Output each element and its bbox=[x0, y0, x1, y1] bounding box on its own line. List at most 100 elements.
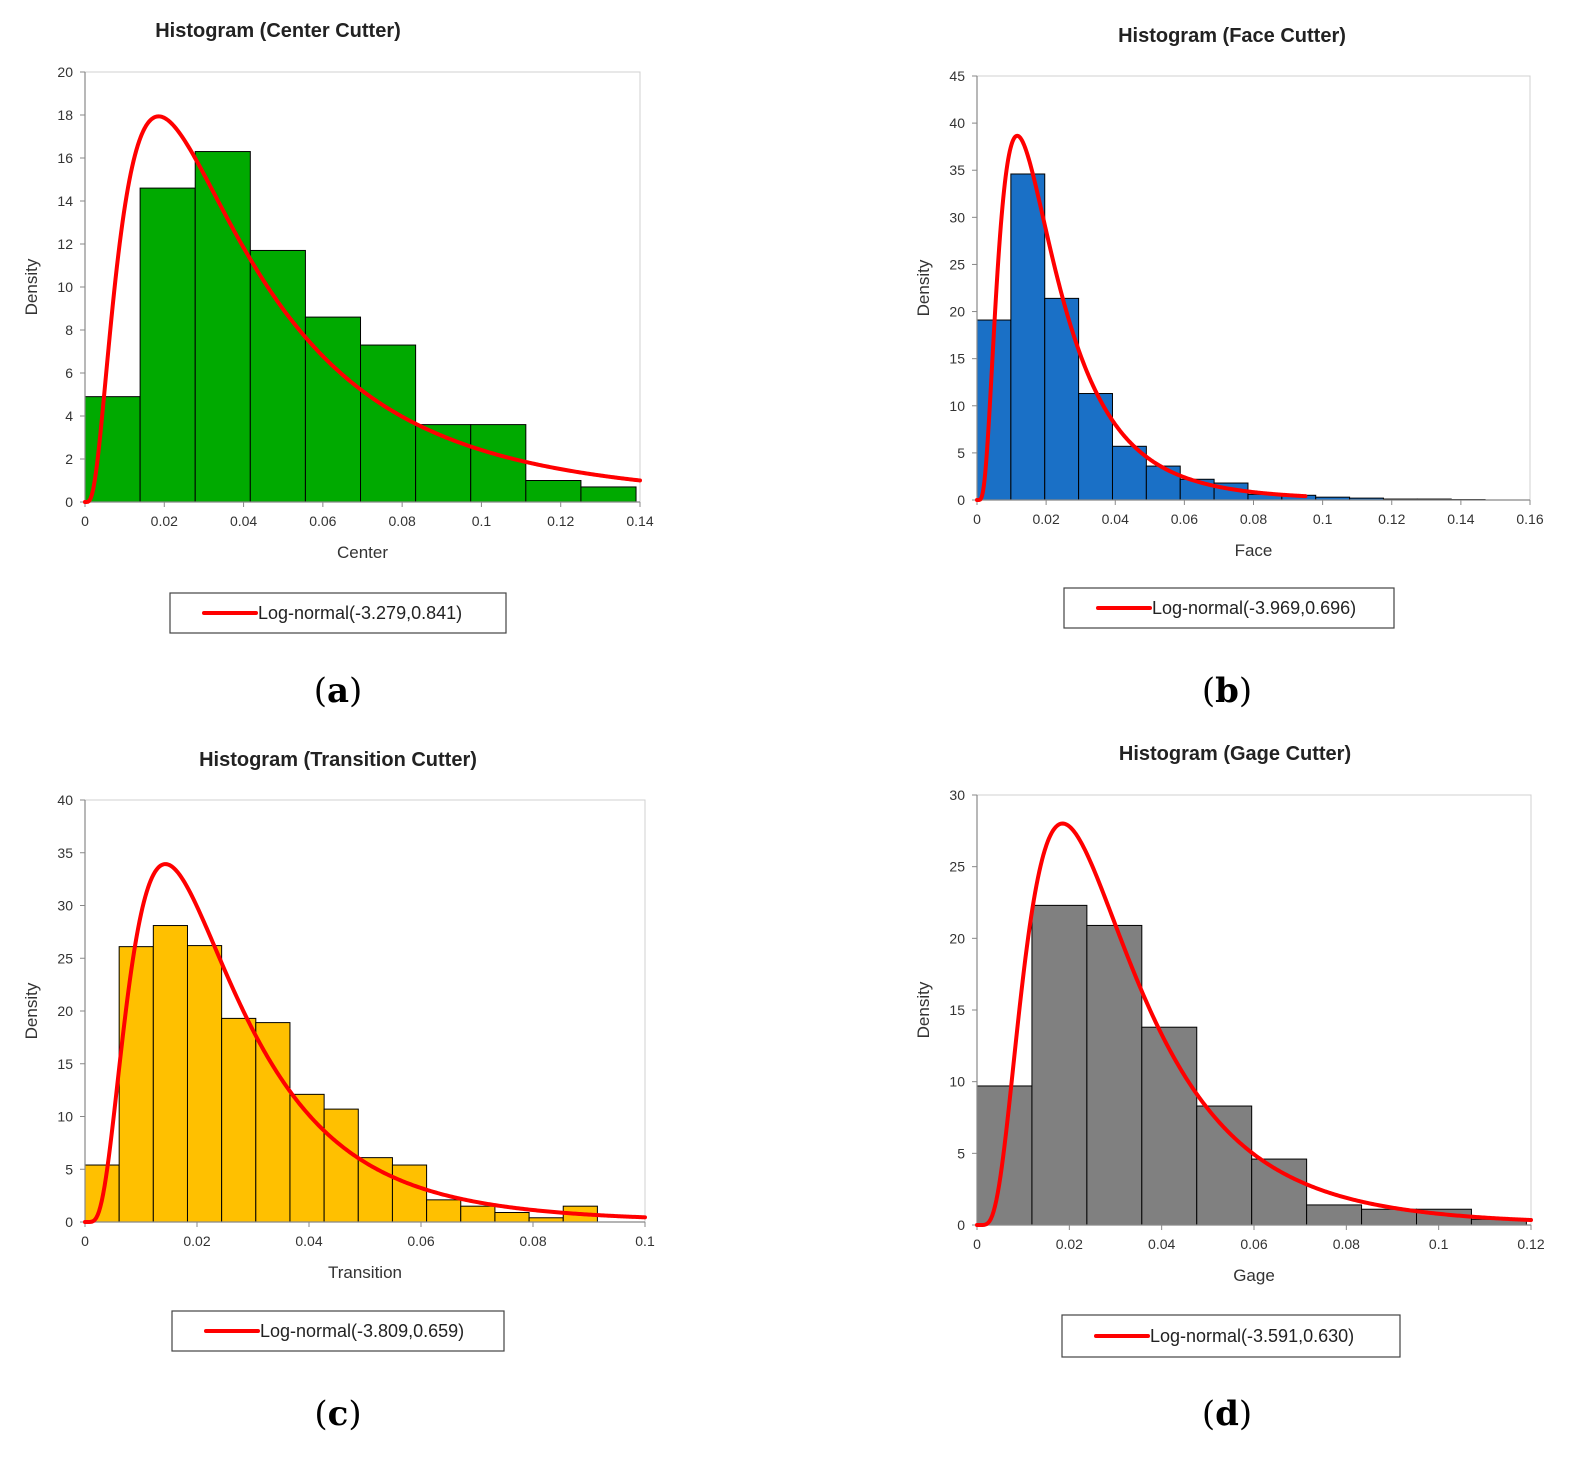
x-tick-label: 0.04 bbox=[1102, 511, 1129, 527]
y-tick-label: 25 bbox=[57, 950, 73, 966]
panel-caption: (b) bbox=[1202, 671, 1252, 711]
chart-title: Histogram (Transition Cutter) bbox=[199, 749, 477, 771]
x-tick-label: 0.12 bbox=[547, 513, 574, 529]
histogram-bar-2 bbox=[118, 946, 154, 1223]
panel-caption: (c) bbox=[314, 1394, 361, 1434]
x-tick-label: 0.08 bbox=[389, 513, 416, 529]
y-tick-label: 45 bbox=[949, 68, 965, 84]
y-tick-label: 15 bbox=[57, 1056, 73, 1072]
x-tick-label: 0.12 bbox=[1378, 511, 1405, 527]
y-tick-label: 10 bbox=[949, 398, 965, 414]
y-tick-label: 25 bbox=[949, 859, 965, 875]
y-tick-label: 4 bbox=[65, 408, 73, 424]
panel-caption: (d) bbox=[1202, 1394, 1252, 1434]
histogram-bar-7 bbox=[1306, 1204, 1363, 1226]
legend-label: Log-normal(-3.809,0.659) bbox=[260, 1321, 464, 1341]
legend-label: Log-normal(-3.969,0.696) bbox=[1152, 598, 1356, 618]
y-tick-label: 20 bbox=[57, 64, 73, 80]
x-tick-label: 0.1 bbox=[1313, 511, 1333, 527]
histogram-bar-3 bbox=[1086, 924, 1143, 1226]
y-tick-label: 15 bbox=[949, 1002, 965, 1018]
x-tick-label: 0.02 bbox=[1056, 1236, 1083, 1252]
chart-panel-a: Histogram (Center Cutter) 0 2 4 6 8 10 12 14 16 18… bbox=[22, 20, 654, 711]
y-axis-label: Density bbox=[914, 259, 933, 316]
legend-label: Log-normal(-3.591,0.630) bbox=[1150, 1326, 1354, 1346]
chart-title: Histogram (Gage Cutter) bbox=[1119, 743, 1351, 765]
lognormal-fit-line bbox=[975, 821, 1533, 1227]
x-tick-label: 0.12 bbox=[1517, 1236, 1544, 1252]
x-tick-label: 0.06 bbox=[309, 513, 336, 529]
histogram-bar-8 bbox=[470, 424, 527, 503]
legend: Log-normal(-3.809,0.659) bbox=[171, 1310, 505, 1352]
chart-title: Histogram (Face Cutter) bbox=[1118, 25, 1346, 47]
y-tick-label: 35 bbox=[949, 162, 965, 178]
histogram-bar-6 bbox=[1251, 1158, 1308, 1226]
x-tick-label: 0 bbox=[973, 511, 981, 527]
x-tick-label: 0.08 bbox=[1240, 511, 1267, 527]
y-tick-label: 5 bbox=[957, 445, 965, 461]
x-tick-label: 0.04 bbox=[295, 1233, 322, 1249]
y-tick-label: 30 bbox=[949, 787, 965, 803]
y-tick-label: 15 bbox=[949, 351, 965, 367]
histogram-bar-2 bbox=[139, 187, 196, 503]
x-tick-label: 0.02 bbox=[183, 1233, 210, 1249]
legend: Log-normal(-3.591,0.630) bbox=[1061, 1314, 1401, 1358]
y-tick-label: 5 bbox=[65, 1161, 73, 1177]
y-tick-label: 12 bbox=[57, 236, 73, 252]
y-axis-label: Density bbox=[914, 981, 933, 1038]
histogram-bar-12 bbox=[460, 1205, 496, 1223]
x-axis-label: Transition bbox=[328, 1263, 402, 1282]
y-tick-label: 25 bbox=[949, 256, 965, 272]
histogram-bar-2 bbox=[1031, 904, 1088, 1226]
chart-panel-c: Histogram (Transition Cutter) 0 5 10 15 20 25 3… bbox=[22, 749, 655, 1434]
lognormal-fit-line bbox=[975, 133, 1308, 502]
x-tick-label: 0 bbox=[81, 513, 89, 529]
histogram-bar-6 bbox=[255, 1022, 291, 1223]
histogram-bar-9 bbox=[525, 480, 582, 503]
x-tick-label: 0.1 bbox=[1429, 1236, 1449, 1252]
histogram-bar-2 bbox=[1010, 173, 1046, 501]
legend: Log-normal(-3.969,0.696) bbox=[1063, 587, 1395, 629]
histogram-bar-3 bbox=[152, 925, 188, 1223]
y-tick-label: 40 bbox=[949, 115, 965, 131]
y-tick-label: 0 bbox=[65, 1214, 73, 1230]
x-axis-label: Face bbox=[1235, 541, 1273, 560]
chart-panel-b: Histogram (Face Cutter) 0 5 10 15 20 25 30 35 40 4… bbox=[914, 25, 1544, 711]
histogram-bar-4 bbox=[1141, 1026, 1198, 1226]
y-tick-label: 30 bbox=[949, 209, 965, 225]
y-tick-label: 0 bbox=[65, 494, 73, 510]
x-tick-label: 0.08 bbox=[519, 1233, 546, 1249]
y-tick-label: 18 bbox=[57, 107, 73, 123]
histogram-bar-6 bbox=[1145, 465, 1181, 501]
y-tick-label: 2 bbox=[65, 451, 73, 467]
x-tick-label: 0.04 bbox=[230, 513, 257, 529]
y-tick-label: 5 bbox=[957, 1145, 965, 1161]
y-tick-label: 35 bbox=[57, 845, 73, 861]
x-tick-label: 0.06 bbox=[1171, 511, 1198, 527]
histogram-bar-4 bbox=[249, 249, 306, 503]
x-tick-label: 0.06 bbox=[1240, 1236, 1267, 1252]
x-tick-label: 0 bbox=[973, 1236, 981, 1252]
y-tick-label: 8 bbox=[65, 322, 73, 338]
y-tick-label: 14 bbox=[57, 193, 73, 209]
histogram-bar-13 bbox=[494, 1212, 530, 1223]
y-tick-label: 6 bbox=[65, 365, 73, 381]
y-tick-label: 30 bbox=[57, 898, 73, 914]
x-tick-label: 0.06 bbox=[407, 1233, 434, 1249]
chart-title: Histogram (Center Cutter) bbox=[155, 20, 401, 42]
y-tick-label: 16 bbox=[57, 150, 73, 166]
x-tick-label: 0.14 bbox=[1447, 511, 1474, 527]
x-tick-label: 0.1 bbox=[472, 513, 492, 529]
y-tick-label: 10 bbox=[57, 1109, 73, 1125]
y-tick-label: 0 bbox=[957, 1217, 965, 1233]
histogram-bar-10 bbox=[580, 486, 637, 503]
legend: Log-normal(-3.279,0.841) bbox=[169, 592, 507, 634]
y-tick-label: 20 bbox=[57, 1003, 73, 1019]
histogram-bar-11 bbox=[426, 1199, 462, 1223]
histogram-bar-3 bbox=[194, 151, 251, 503]
y-tick-label: 0 bbox=[957, 492, 965, 508]
x-tick-label: 0.02 bbox=[151, 513, 178, 529]
histogram-bar-5 bbox=[221, 1017, 257, 1223]
histogram-bar-10 bbox=[391, 1164, 428, 1223]
x-axis-label: Center bbox=[337, 543, 388, 562]
